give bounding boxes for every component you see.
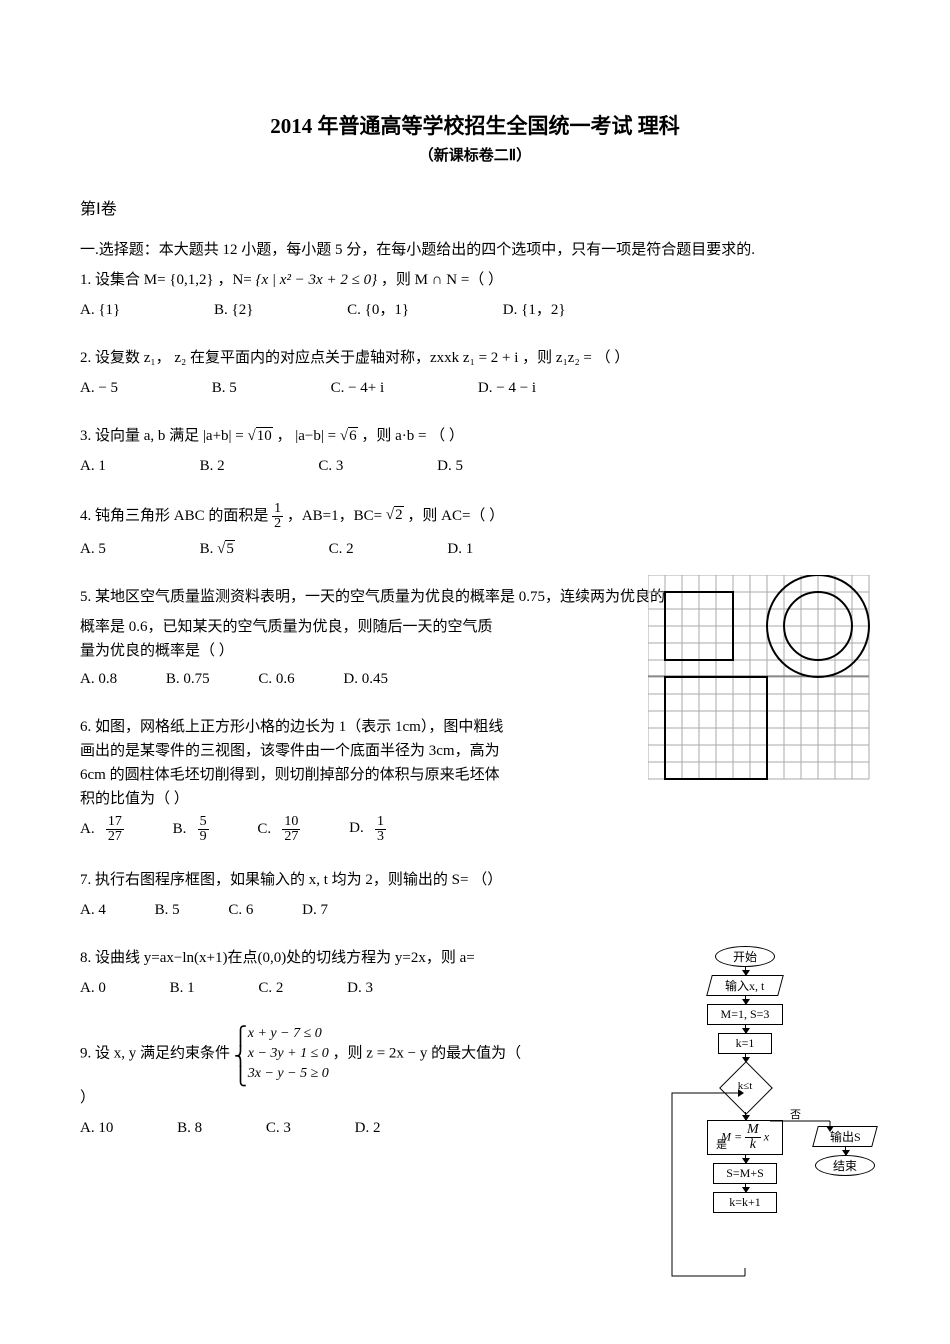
q4-sqrt: 2 — [386, 503, 404, 527]
q1-optB: B. {2} — [214, 298, 253, 322]
q1-optA: A. {1} — [80, 298, 120, 322]
question-5-line2: 概率是 0.6，已知某天的空气质量为优良，则随后一天的空气质 — [80, 615, 630, 639]
q1-options: A. {1} B. {2} C. {0，1} D. {1，2} — [80, 298, 870, 322]
q7-optB: B. 5 — [155, 898, 180, 922]
exam-title: 2014 年普通高等学校招生全国统一考试 理科 — [80, 110, 870, 140]
flow-no-label: 否 — [790, 1106, 801, 1122]
q4-optB: B. 5 — [200, 537, 235, 561]
q6-optA: A. 1727 — [80, 815, 124, 844]
q9-prefix: 9. 设 x, y 满足约束条件 — [80, 1045, 234, 1061]
q4-frac: 1 2 — [272, 502, 283, 531]
q8-optA: A. 0 — [80, 976, 106, 1000]
q6-optB: B. 59 — [173, 815, 209, 844]
q8-options: A. 0 B. 1 C. 2 D. 3 — [80, 976, 630, 1000]
question-1: 1. 设集合 M= {0,1,2} ，N= {x | x² − 3x + 2 ≤… — [80, 268, 870, 292]
q9-options: A. 10 B. 8 C. 3 D. 2 — [80, 1116, 630, 1140]
q3-sqrt2: 6 — [340, 424, 358, 448]
q4-optD: D. 1 — [447, 541, 473, 557]
q5-options: A. 0.8 B. 0.75 C. 0.6 D. 0.45 — [80, 667, 630, 691]
q5-optD: D. 0.45 — [343, 671, 388, 687]
q9-optC: C. 3 — [266, 1116, 291, 1140]
section-1-label: 第Ⅰ卷 — [80, 195, 870, 219]
q5-optA: A. 0.8 — [80, 667, 117, 691]
q7-optD: D. 7 — [302, 902, 328, 918]
q1-suffix: ，则 M ∩ N =（ ） — [381, 272, 503, 288]
q9-closing: ） — [80, 1086, 630, 1110]
q4-optA: A. 5 — [80, 537, 106, 561]
question-4: 4. 钝角三角形 ABC 的面积是 1 2 ，AB=1，BC= 2 ，则 AC=… — [80, 502, 870, 531]
question-6-line2: 画出的是某零件的三视图，该零件由一个底面半径为 3cm，高为 — [80, 739, 630, 763]
question-8: 8. 设曲线 y=ax−ln(x+1)在点(0,0)处的切线方程为 y=2x，则… — [80, 946, 630, 970]
q6-options: A. 1727 B. 59 C. 1027 D. 13 — [80, 815, 630, 844]
q4-optC: C. 2 — [329, 537, 354, 561]
q3-mid: ， |a−b| = — [276, 428, 339, 444]
question-3: 3. 设向量 a, b 满足 |a+b| = 10 ， |a−b| = 6 ，则… — [80, 424, 870, 448]
q4-prefix: 4. 钝角三角形 ABC 的面积是 — [80, 507, 272, 523]
flow-connectors — [660, 946, 880, 1286]
section-instruction: 一.选择题：本大题共 12 小题，每小题 5 分，在每小题给出的四个选项中，只有… — [80, 239, 870, 262]
q9-suffix: ，则 z = 2x − y 的最大值为（ — [333, 1045, 522, 1061]
q4-suffix: ，则 AC=（ ） — [407, 507, 504, 523]
flowchart-figure: 开始 输入x, t M=1, S=3 k=1 k≤t M = M — [660, 946, 880, 1213]
question-5-line3: 量为优良的概率是（ ） — [80, 639, 630, 663]
q5-optC: C. 0.6 — [258, 667, 294, 691]
q6-optC: C. 1027 — [257, 815, 300, 844]
q7-optA: A. 4 — [80, 898, 106, 922]
flow-yes-label: 是 — [716, 1136, 727, 1152]
grid-svg — [648, 575, 870, 781]
q1-prefix: 1. 设集合 M= {0,1,2} ，N= — [80, 272, 252, 288]
q3-optD: D. 5 — [437, 458, 463, 474]
exam-subtitle: （新课标卷二Ⅱ） — [80, 144, 870, 165]
q3-optB: B. 2 — [200, 454, 225, 478]
q2-optB: B. 5 — [212, 376, 237, 400]
q2-options: A. − 5 B. 5 C. − 4+ i D. − 4 − i — [80, 376, 870, 400]
q5-optB: B. 0.75 — [166, 667, 210, 691]
q8-optC: C. 2 — [258, 976, 283, 1000]
question-6-line3: 6cm 的圆柱体毛坯切削得到，则切削掉部分的体积与原来毛坯体 — [80, 763, 630, 787]
q3-suffix: ，则 a·b = （ ） — [361, 428, 464, 444]
q9-optD: D. 2 — [355, 1120, 381, 1136]
q1-optD: D. {1，2} — [503, 302, 566, 318]
question-7: 7. 执行右图程序框图，如果输入的 x, t 均为 2，则输出的 S= （） — [80, 868, 630, 892]
question-6-line1: 6. 如图，网格纸上正方形小格的边长为 1（表示 1cm），图中粗线 — [80, 715, 630, 739]
q8-optB: B. 1 — [170, 976, 195, 1000]
q9-system: x + y − 7 ≤ 0 x − 3y + 1 ≤ 0 3x − y − 5 … — [234, 1024, 329, 1084]
q6-optD: D. 13 — [349, 820, 386, 836]
q2-optD: D. − 4 − i — [478, 380, 536, 396]
q2-optA: A. − 5 — [80, 376, 118, 400]
question-9: 9. 设 x, y 满足约束条件 x + y − 7 ≤ 0 x − 3y + … — [80, 1024, 630, 1084]
q4-options: A. 5 B. 5 C. 2 D. 1 — [80, 537, 870, 561]
q3-optC: C. 3 — [318, 454, 343, 478]
q1-optC: C. {0，1} — [347, 298, 409, 322]
q3-options: A. 1 B. 2 C. 3 D. 5 — [80, 454, 870, 478]
q4-mid: ，AB=1，BC= — [287, 507, 382, 523]
q7-options: A. 4 B. 5 C. 6 D. 7 — [80, 898, 630, 922]
q3-prefix: 3. 设向量 a, b 满足 |a+b| = — [80, 428, 248, 444]
question-2: 2. 设复数 z₁， z₂ 在复平面内的对应点关于虚轴对称，zxxk z₁ = … — [80, 346, 870, 370]
three-view-grid-figure — [648, 575, 870, 786]
q3-optA: A. 1 — [80, 454, 106, 478]
q2-optC: C. − 4+ i — [331, 376, 385, 400]
question-6-line4: 积的比值为（ ） — [80, 787, 630, 811]
q1-set-expr: {x | x² − 3x + 2 ≤ 0} — [256, 272, 378, 288]
q8-optD: D. 3 — [347, 980, 373, 996]
q9-optB: B. 8 — [177, 1116, 202, 1140]
q3-sqrt1: 10 — [248, 424, 273, 448]
q9-optA: A. 10 — [80, 1116, 113, 1140]
q7-optC: C. 6 — [228, 898, 253, 922]
